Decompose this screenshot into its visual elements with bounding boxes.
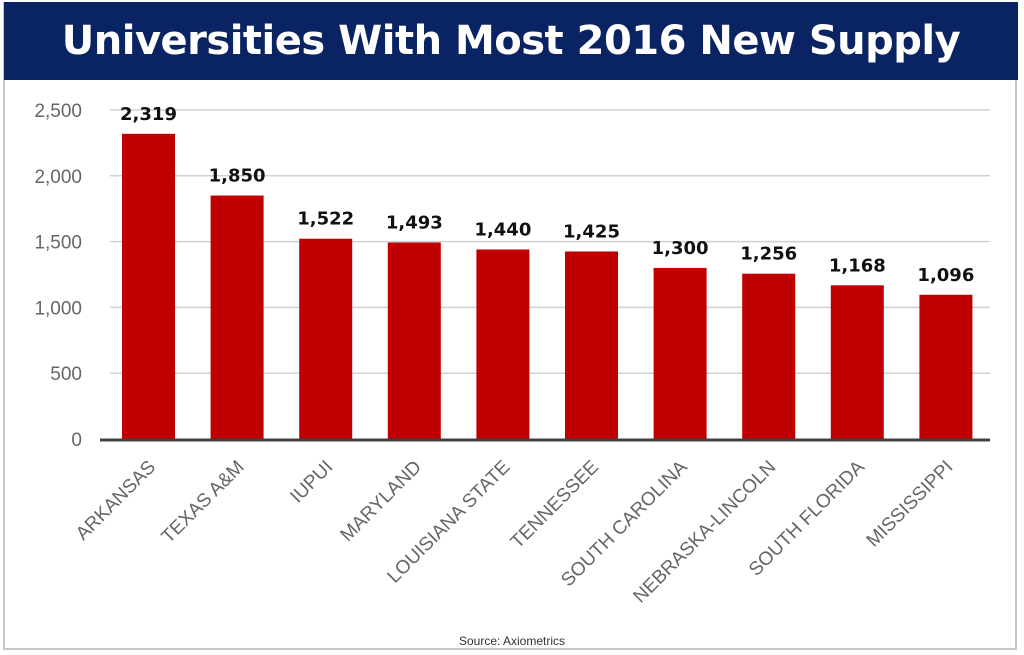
bar — [210, 195, 264, 439]
data-label: 1,425 — [563, 221, 620, 242]
data-label: 1,493 — [386, 213, 443, 234]
y-tick-label: 500 — [50, 364, 82, 385]
x-tick-label: MARYLAND — [337, 457, 426, 546]
bar — [653, 267, 707, 439]
x-tick-label: MISSISSIPPI — [863, 457, 958, 552]
data-label: 1,440 — [474, 219, 531, 240]
bar — [830, 285, 884, 439]
bar — [476, 249, 530, 439]
bar — [122, 133, 175, 440]
data-label: 1,300 — [652, 238, 709, 259]
data-label: 1,522 — [297, 209, 354, 230]
x-tick-label: NEBRASKA-LINCOLN — [630, 457, 781, 608]
data-label: 2,319 — [120, 104, 177, 125]
bar — [919, 294, 973, 439]
bar — [299, 238, 353, 439]
x-tick-label: ARKANSAS — [72, 457, 160, 545]
y-tick-label: 2,000 — [34, 167, 82, 188]
y-tick-label: 1,500 — [34, 233, 82, 254]
data-label: 1,256 — [740, 244, 797, 265]
chart-title: Universities With Most 2016 New Supply — [4, 2, 1018, 80]
y-tick-label: 1,000 — [34, 298, 82, 319]
y-tick-label: 0 — [71, 430, 82, 451]
x-tick-label: TEXAS A&M — [158, 457, 249, 548]
y-tick-label: 2,500 — [34, 101, 82, 122]
data-label: 1,168 — [829, 255, 886, 276]
bar — [742, 273, 796, 439]
source-note: Source: Axiometrics — [458, 634, 566, 648]
x-tick-label: IUPUI — [287, 457, 338, 508]
x-tick-label: TENNESSEE — [507, 457, 603, 553]
data-label: 1,850 — [209, 166, 266, 187]
bar — [565, 251, 618, 439]
data-label: 1,096 — [917, 265, 974, 286]
bar — [387, 242, 441, 439]
